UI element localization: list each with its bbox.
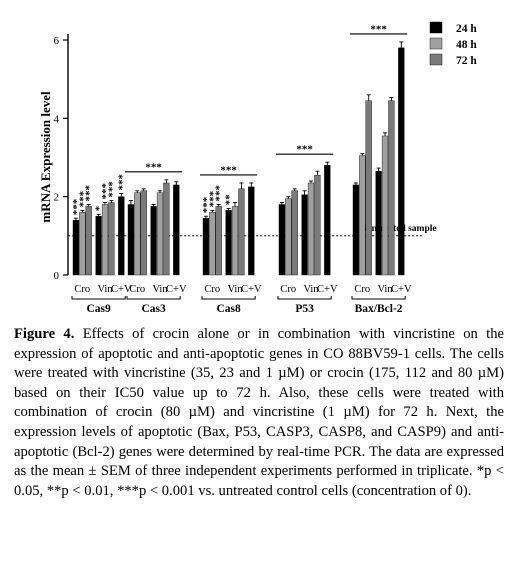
category-sublabel: C+V (166, 284, 187, 295)
bar (301, 194, 308, 276)
significance-stars: *** (116, 174, 128, 191)
bar (231, 206, 239, 276)
group-bracket (126, 296, 181, 300)
category-sublabel: Cro (204, 284, 220, 295)
bar (238, 188, 245, 276)
category-sublabel: C+V (241, 284, 262, 295)
legend-label: 72 h (456, 55, 477, 67)
group-label: Bax/Bcl-2 (355, 303, 403, 315)
bar (209, 212, 216, 276)
significance-stars: *** (207, 190, 219, 207)
bar (278, 204, 286, 276)
significance-stars: *** (296, 144, 313, 156)
group-label: P53 (295, 303, 314, 315)
y-tick-label: 2 (54, 192, 60, 204)
bar (118, 196, 125, 276)
group-bracket (351, 296, 406, 300)
significance-stars: *** (145, 161, 162, 173)
bar (108, 202, 115, 276)
figure-caption: Figure 4. Effects of crocin alone or in … (14, 325, 504, 501)
bar (72, 219, 80, 276)
bar (79, 212, 86, 276)
bar (314, 174, 321, 276)
bar (150, 206, 157, 276)
significance-stars: ** (224, 194, 236, 206)
bar (388, 100, 395, 276)
category-sublabel: C+V (391, 284, 412, 295)
legend: 24 h 48 h 72 h (429, 21, 477, 67)
category-sublabel: C+V (111, 284, 132, 295)
significance-stars: *** (100, 183, 112, 200)
bar (375, 171, 382, 276)
significance-stars: *** (370, 23, 387, 35)
y-tick-label: 0 (54, 270, 60, 282)
significance-stars: *** (84, 185, 96, 202)
bar (225, 210, 232, 276)
significance-stars: *** (71, 198, 83, 215)
bar (163, 182, 170, 276)
significance-stars: *** (106, 181, 118, 198)
significance-stars: *** (214, 185, 226, 202)
bar (365, 100, 372, 276)
bar (85, 206, 92, 276)
bar (95, 216, 102, 276)
group-label: Cas9 (86, 303, 111, 315)
legend-swatch (429, 21, 443, 34)
bars: ****************************************… (71, 23, 408, 276)
category-sublabel: Vin (152, 284, 168, 295)
category-sublabel: Vin (377, 284, 393, 295)
significance-stars: *** (201, 196, 213, 213)
category-sublabel: Vin (97, 284, 113, 295)
category-sublabel: Cro (354, 284, 370, 295)
axes: 0 2 4 6 (54, 34, 69, 282)
bar (285, 198, 292, 276)
bar (381, 135, 389, 276)
group-bracket (201, 296, 256, 300)
bar (134, 192, 141, 276)
significance-stars: * (94, 205, 106, 211)
figure-label: Figure 4. (14, 326, 75, 342)
bar (398, 47, 405, 276)
y-tick-label: 6 (54, 35, 60, 47)
bar (352, 184, 360, 276)
category-sublabel: Cro (280, 284, 296, 295)
category-sublabel: Vin (227, 284, 243, 295)
category-sublabel: Cro (74, 284, 90, 295)
bar (359, 155, 366, 276)
legend-swatch (429, 37, 443, 50)
legend-label: 24 h (456, 23, 477, 35)
y-axis-label: mRNA Expression level (38, 91, 53, 223)
legend-label: 48 h (456, 39, 477, 51)
significance-stars: *** (77, 190, 89, 207)
group-bracket (71, 296, 126, 300)
category-sublabel: C+V (317, 284, 338, 295)
bar (307, 182, 315, 276)
bar (248, 186, 255, 276)
category-sublabel: Cro (129, 284, 145, 295)
bar (291, 190, 298, 276)
category-sublabel: Vin (303, 284, 319, 295)
bar (324, 165, 331, 276)
bar (156, 192, 164, 276)
bar (127, 204, 135, 276)
bar (202, 218, 210, 276)
figure-caption-text: Effects of crocin alone or in combinatio… (14, 326, 504, 499)
bar (140, 190, 147, 276)
group-label: Cas8 (216, 303, 241, 315)
group-label: Cas3 (141, 303, 166, 315)
legend-swatch (429, 53, 443, 66)
y-tick-label: 4 (54, 113, 60, 125)
bar (173, 184, 180, 276)
bar (215, 206, 222, 276)
significance-stars: *** (220, 164, 237, 176)
bar (101, 204, 109, 276)
group-bracket (277, 296, 332, 300)
